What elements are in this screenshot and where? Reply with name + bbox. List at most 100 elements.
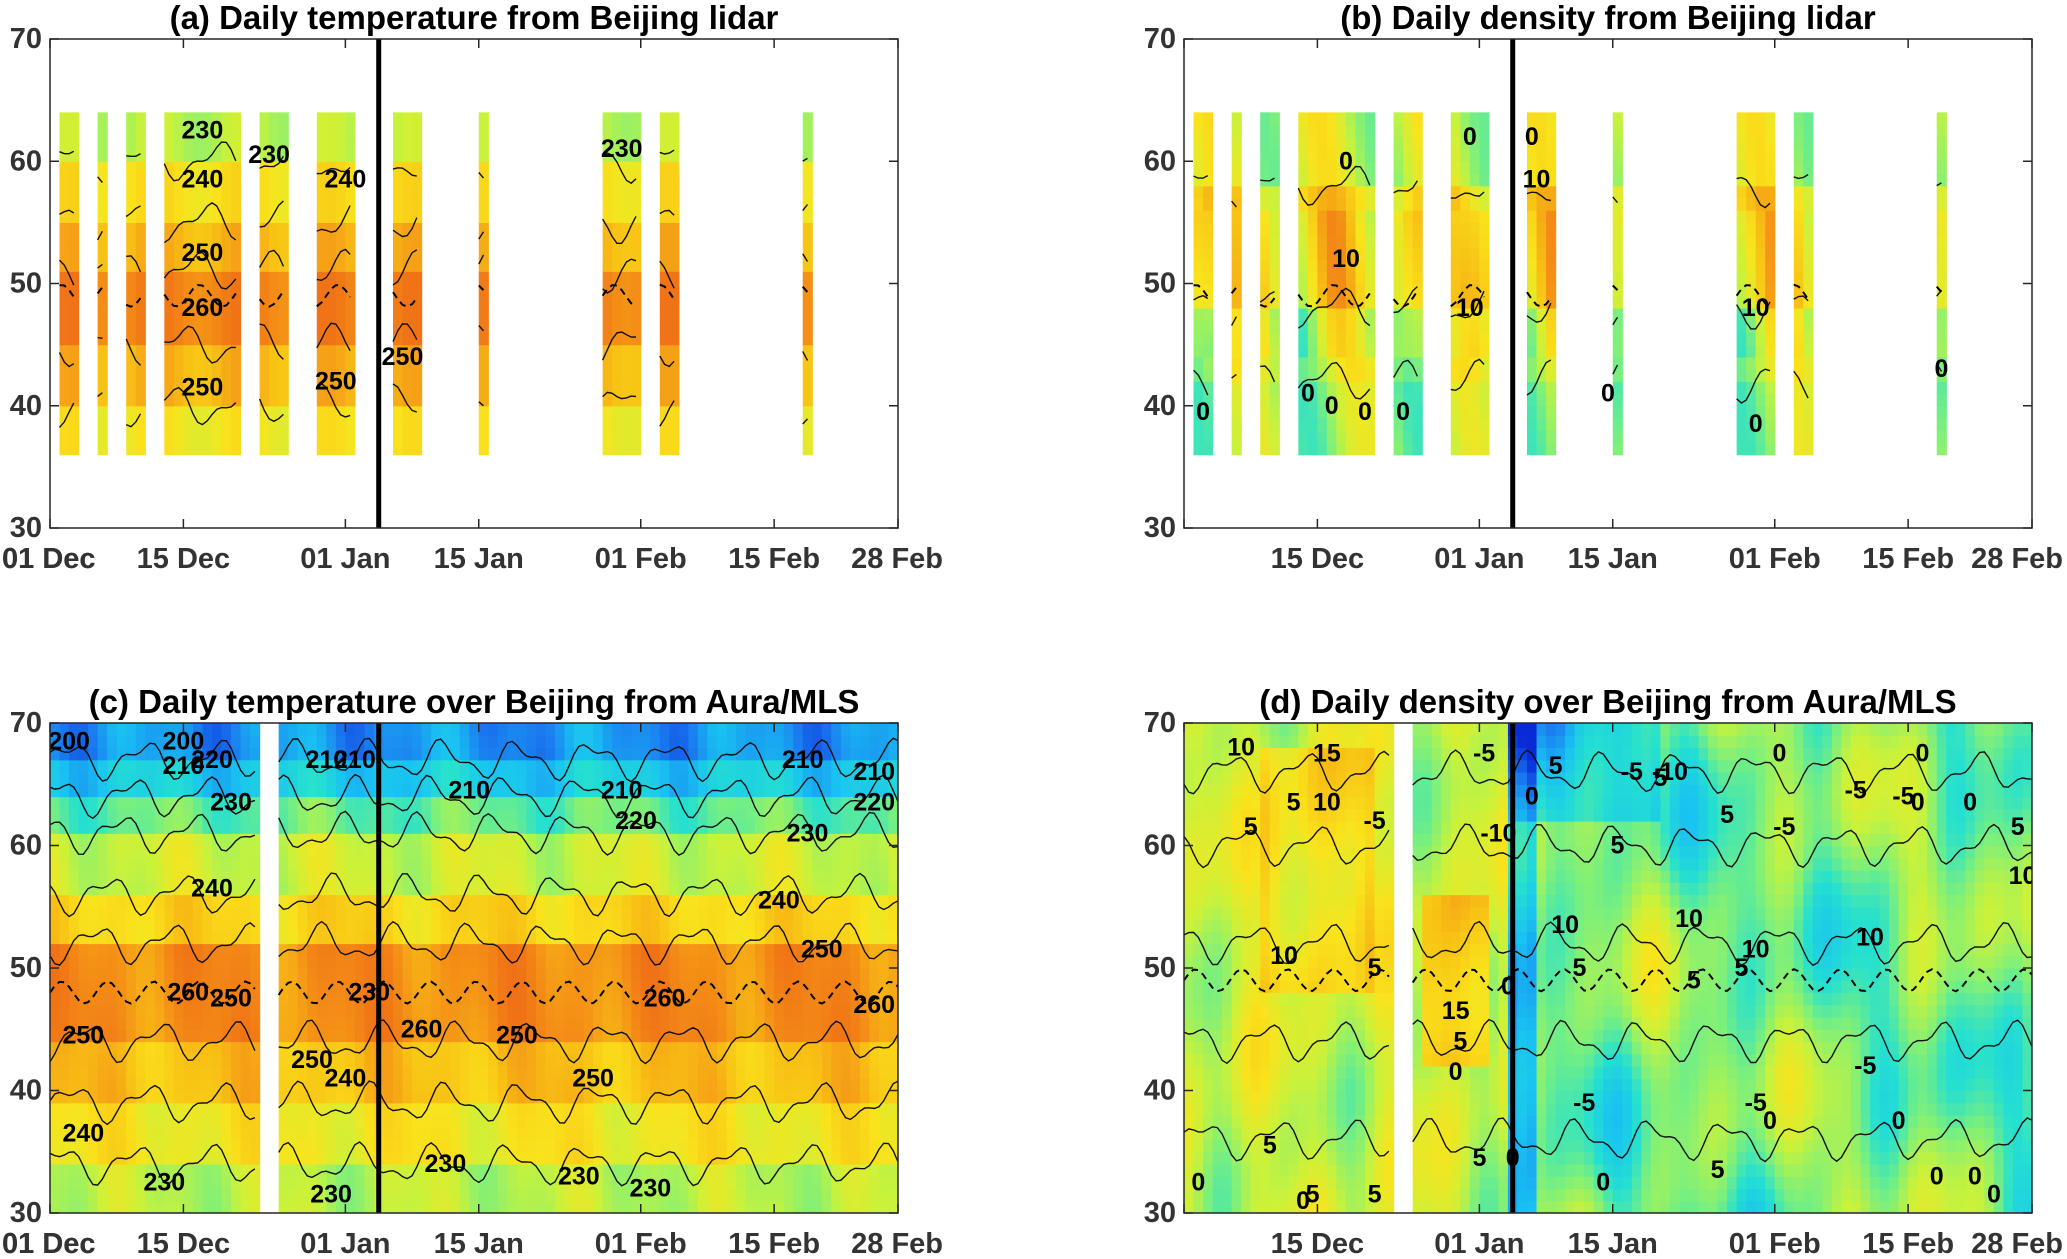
field-cell: [1393, 295, 1404, 309]
field-cell: [431, 833, 442, 847]
field-cell: [640, 723, 651, 736]
x-tick-label: 28 Feb: [1971, 543, 2063, 575]
field-cell: [250, 759, 261, 773]
field-cell: [802, 1041, 813, 1055]
field-cell: [669, 772, 680, 785]
field-cell: [431, 894, 442, 908]
field-cell: [269, 344, 280, 358]
field-cell: [450, 821, 461, 834]
field-cell: [211, 381, 223, 395]
field-cell: [202, 1164, 213, 1177]
field-cell: [269, 295, 280, 309]
field-cell: [545, 955, 556, 969]
field-cell: [688, 1188, 699, 1202]
field-cell: [1412, 405, 1423, 419]
field-cell: [126, 1151, 137, 1165]
field-cell: [1803, 430, 1814, 444]
field-cell: [269, 234, 280, 248]
field-cell: [288, 808, 299, 822]
field-cell: [1231, 430, 1242, 444]
field-cell: [1803, 344, 1814, 358]
field-cell: [1231, 222, 1242, 236]
field-cell: [1746, 332, 1757, 346]
field-cell: [612, 980, 623, 994]
field-cell: [354, 1188, 366, 1202]
field-cell: [1736, 283, 1747, 297]
field-cell: [612, 796, 623, 810]
field-cell: [612, 1090, 623, 1104]
field-cell: [126, 833, 137, 847]
field-cell: [1355, 185, 1366, 199]
field-cell: [1317, 405, 1328, 419]
field-cell: [783, 1139, 794, 1153]
field-cell: [1469, 405, 1480, 419]
field-cell: [269, 417, 280, 431]
field-cell: [354, 1066, 366, 1079]
field-cell: [345, 747, 356, 761]
field-cell: [116, 1176, 127, 1190]
field-cell: [678, 943, 689, 957]
field-cell: [593, 1017, 604, 1030]
field-cell: [1612, 185, 1623, 199]
field-cell: [488, 833, 499, 847]
field-cell: [659, 381, 670, 395]
field-cell: [297, 955, 308, 969]
field-cell: [250, 747, 261, 761]
field-cell: [488, 747, 499, 761]
field-cell: [669, 259, 680, 272]
field-cell: [469, 857, 480, 871]
field-cell: [316, 968, 327, 981]
field-cell: [745, 784, 756, 798]
field-cell: [1336, 112, 1347, 126]
field-cell: [50, 1102, 61, 1116]
field-cell: [183, 1029, 194, 1043]
field-cell: [535, 808, 547, 822]
field-cell: [1746, 259, 1757, 272]
field-cell: [621, 882, 632, 896]
field-cell: [1793, 271, 1804, 285]
field-cell: [1936, 112, 1947, 126]
field-cell: [269, 283, 280, 297]
field-cell: [1365, 136, 1376, 150]
field-cell: [316, 124, 327, 138]
field-cell: [107, 1017, 118, 1030]
field-cell: [278, 1139, 289, 1153]
field-cell: [697, 894, 709, 908]
field-cell: [50, 1004, 61, 1018]
field-cell: [50, 747, 61, 761]
field-cell: [507, 833, 518, 847]
field-cell: [450, 906, 461, 920]
field-cell: [202, 1090, 213, 1104]
field-cell: [574, 980, 585, 994]
field-cell: [135, 882, 146, 896]
field-cell: [1936, 234, 1947, 248]
field-cell: [478, 1139, 489, 1153]
field-cell: [421, 1017, 432, 1030]
field-cell: [412, 124, 423, 138]
field-cell: [802, 1017, 813, 1030]
field-cell: [335, 1200, 346, 1213]
field-cell: [69, 735, 80, 749]
field-cell: [393, 1066, 404, 1079]
field-cell: [1612, 405, 1623, 419]
field-cell: [440, 1164, 451, 1177]
field-cell: [697, 784, 709, 798]
field-cell: [755, 1151, 766, 1165]
field-cell: [450, 808, 461, 822]
field-cell: [812, 1029, 823, 1043]
field-cell: [297, 1151, 308, 1165]
field-cell: [59, 222, 70, 236]
field-cell: [278, 430, 289, 444]
field-cell: [764, 723, 775, 736]
field-cell: [697, 1139, 709, 1153]
field-cell: [640, 1029, 651, 1043]
field-cell: [345, 271, 356, 285]
field-cell: [202, 808, 213, 822]
field-cell: [126, 1200, 137, 1213]
field-cell: [1203, 320, 1214, 333]
field-cell: [688, 1102, 699, 1116]
field-cell: [326, 442, 337, 456]
field-cell: [659, 136, 670, 150]
field-cell: [1536, 185, 1547, 199]
